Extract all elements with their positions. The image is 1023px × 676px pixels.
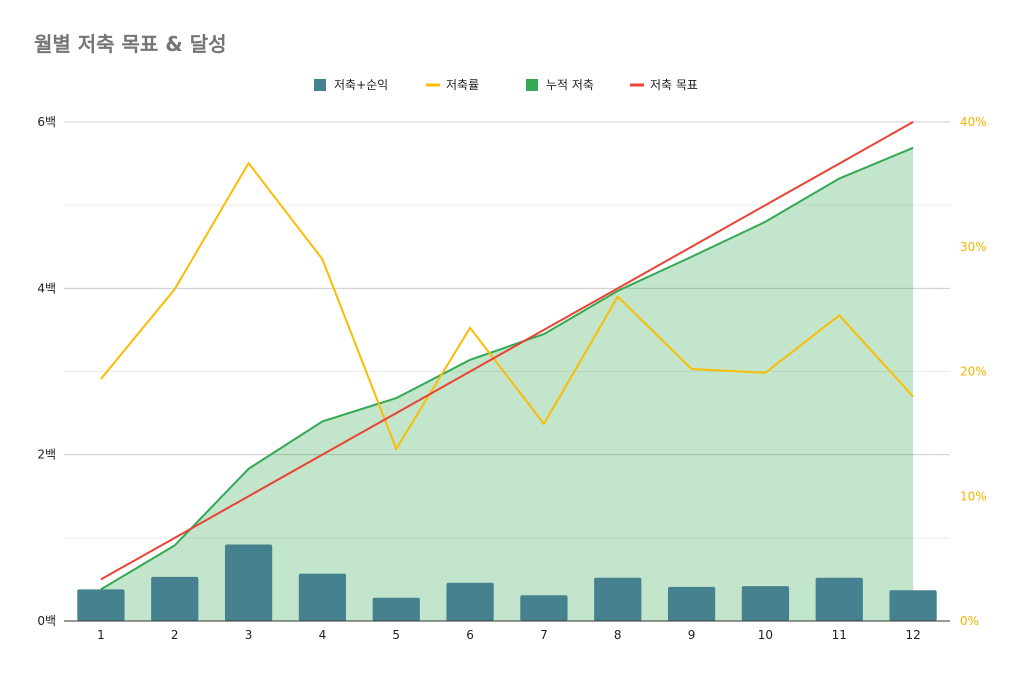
line-layer [100, 121, 914, 581]
bar [224, 544, 273, 621]
cumulative-area-fill [100, 147, 914, 621]
x-tick-label: 5 [392, 628, 400, 642]
y-left-tick-label: 6백 [37, 115, 56, 129]
legend-swatch [526, 79, 538, 91]
bar [372, 597, 420, 621]
legend-label: 저축 목표 [650, 78, 698, 92]
y-right-tick-label: 40% [960, 115, 987, 129]
bar [594, 577, 642, 621]
cumulative-area-layer [100, 146, 914, 621]
y-left-tick-label: 0백 [37, 614, 56, 628]
y-right-tick-label: 30% [960, 240, 987, 254]
legend-label: 저축+순익 [334, 78, 388, 92]
x-tick-label: 6 [466, 628, 474, 642]
x-tick-label: 4 [319, 628, 327, 642]
x-tick-label: 12 [905, 628, 920, 642]
legend-swatch [314, 79, 326, 91]
bar [446, 582, 494, 621]
y-left-tick-label: 2백 [37, 448, 56, 462]
x-tick-label: 10 [758, 628, 773, 642]
x-tick-label: 2 [171, 628, 179, 642]
gridlines [64, 121, 950, 539]
x-tick-label: 1 [97, 628, 105, 642]
y-right-tick-label: 0% [960, 614, 979, 628]
y-right-tick-label: 20% [960, 365, 987, 379]
y-right-tick-label: 10% [960, 489, 987, 503]
y-left-tick-label: 4백 [37, 281, 56, 295]
x-tick-label: 7 [540, 628, 548, 642]
bar [667, 586, 716, 621]
target-line [100, 121, 914, 581]
legend-label: 저축률 [446, 78, 479, 92]
x-tick-label: 8 [614, 628, 622, 642]
cumulative-line [100, 146, 914, 591]
savings-rate-line [100, 161, 914, 452]
bar [77, 589, 125, 621]
bar [889, 590, 937, 621]
bar [741, 586, 790, 621]
x-tick-label: 9 [688, 628, 696, 642]
bar [151, 576, 199, 621]
bar [815, 577, 863, 621]
legend-label: 누적 저축 [546, 78, 594, 92]
legend: 저축+순익 저축률 누적 저축 저축 목표 [314, 78, 698, 92]
x-tick-label: 3 [245, 628, 253, 642]
chart-title: 월별 저축 목표 & 달성 [34, 32, 227, 56]
x-tick-label: 11 [832, 628, 847, 642]
bar [520, 595, 568, 621]
bar-layer [77, 544, 937, 621]
bar [298, 573, 347, 621]
